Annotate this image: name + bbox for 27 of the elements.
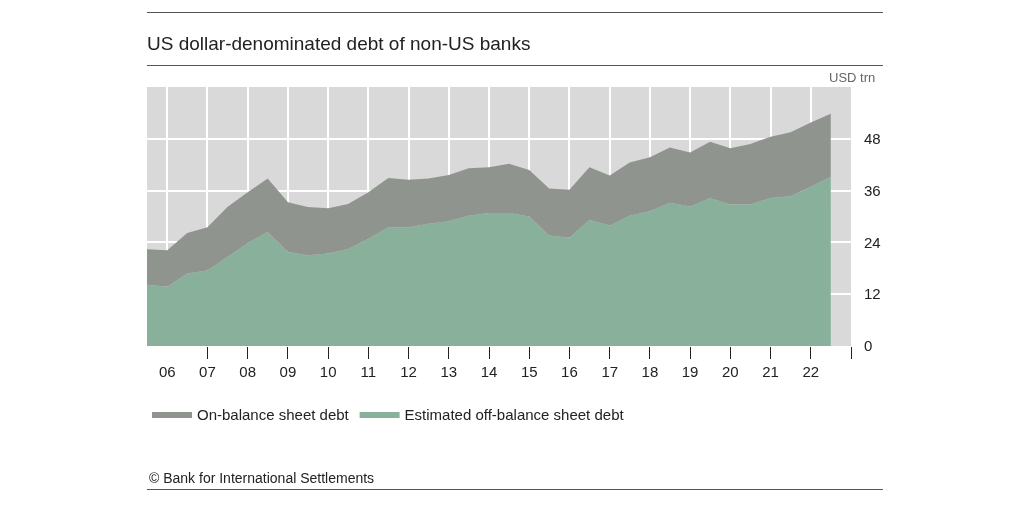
x-tick-label: 15 bbox=[520, 363, 538, 380]
x-tick-label: 17 bbox=[601, 363, 619, 380]
x-tick-label: 08 bbox=[239, 363, 256, 380]
x-tick-label: 13 bbox=[440, 363, 458, 380]
y-tick-label: 12 bbox=[864, 285, 881, 303]
x-tick-label: 14 bbox=[480, 363, 498, 380]
x-tick-label: 10 bbox=[319, 363, 337, 380]
x-tick-label: 11 bbox=[360, 363, 377, 380]
x-tick-label: 20 bbox=[721, 363, 739, 380]
x-tick-label: 22 bbox=[802, 363, 820, 380]
chart-title: US dollar-denominated debt of non-US banks bbox=[147, 32, 531, 54]
y-tick-label: 0 bbox=[864, 337, 873, 355]
legend-label: Estimated off-balance sheet debt bbox=[404, 405, 625, 423]
x-tick-label: 16 bbox=[561, 363, 578, 380]
legend-label: On-balance sheet debt bbox=[197, 405, 350, 423]
y-axis-title: USD trn bbox=[829, 70, 876, 85]
y-tick-label: 48 bbox=[864, 130, 881, 148]
x-tick-label: 07 bbox=[199, 363, 216, 380]
x-tick-label: 18 bbox=[641, 363, 659, 380]
x-tick-label: 09 bbox=[279, 363, 297, 380]
x-tick-label: 19 bbox=[681, 363, 699, 380]
y-tick-label: 36 bbox=[864, 181, 881, 199]
y-tick-label: 24 bbox=[864, 233, 881, 251]
x-tick-label: 21 bbox=[762, 363, 779, 380]
text: © Bank for International Settlements bbox=[149, 470, 375, 486]
x-tick-label: 12 bbox=[400, 363, 417, 380]
x-tick-label: 06 bbox=[158, 363, 176, 380]
